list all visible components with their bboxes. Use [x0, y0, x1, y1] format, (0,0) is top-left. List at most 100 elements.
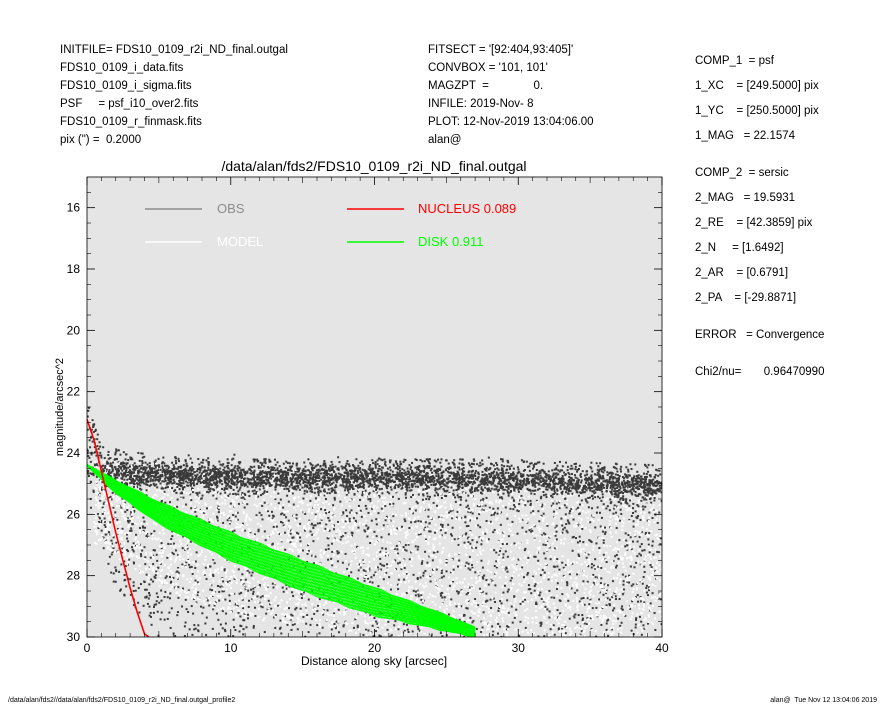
model-point — [581, 604, 584, 607]
obs-point — [205, 634, 208, 637]
model-point — [518, 495, 521, 498]
obs-point — [521, 526, 524, 529]
model-point — [506, 631, 509, 634]
obs-point — [333, 496, 336, 499]
obs-point — [233, 577, 236, 580]
model-point — [98, 525, 101, 528]
obs-point — [424, 538, 427, 541]
obs-point — [114, 566, 117, 569]
model-point — [348, 630, 351, 633]
model-point — [103, 491, 106, 494]
obs-point — [473, 459, 476, 462]
obs-point — [382, 524, 385, 527]
model-point — [407, 542, 410, 545]
model-point — [546, 541, 549, 544]
model-point — [548, 605, 551, 608]
obs-point — [401, 485, 404, 488]
model-point — [294, 588, 297, 591]
model-point — [296, 616, 299, 619]
model-point — [428, 505, 431, 508]
obs-point — [252, 590, 255, 593]
model-point — [655, 571, 658, 574]
obs-point — [263, 501, 266, 504]
model-point — [597, 611, 600, 614]
model-point — [643, 589, 646, 592]
obs-point — [621, 608, 624, 611]
obs-point — [495, 461, 498, 464]
obs-point — [643, 627, 646, 630]
model-point — [476, 580, 479, 583]
obs-point — [331, 463, 334, 466]
obs-point — [605, 589, 608, 592]
obs-point — [110, 539, 113, 542]
model-point — [202, 518, 205, 521]
model-point — [501, 607, 504, 610]
model-point — [571, 540, 574, 543]
obs-point — [574, 486, 577, 489]
obs-point — [123, 560, 126, 563]
obs-point — [194, 560, 197, 563]
obs-point — [242, 628, 245, 631]
model-point — [637, 624, 640, 627]
obs-point — [622, 580, 625, 583]
obs-point — [124, 565, 127, 568]
obs-point — [165, 464, 168, 467]
obs-point — [568, 512, 571, 515]
model-point — [407, 588, 410, 591]
obs-point — [260, 494, 263, 497]
obs-point — [132, 542, 135, 545]
obs-point — [573, 616, 576, 619]
model-point — [238, 534, 241, 537]
obs-point — [124, 501, 127, 504]
obs-point — [369, 500, 372, 503]
obs-point — [135, 533, 138, 536]
model-point — [620, 588, 623, 591]
model-point — [164, 564, 167, 567]
obs-point — [379, 557, 382, 560]
obs-point — [353, 550, 356, 553]
obs-point — [379, 550, 382, 553]
model-point — [600, 621, 603, 624]
obs-point — [209, 588, 212, 591]
obs-point — [169, 592, 172, 595]
obs-point — [163, 490, 166, 493]
model-point — [436, 584, 439, 587]
obs-point — [584, 498, 587, 501]
obs-point — [513, 542, 516, 545]
obs-point — [314, 513, 317, 516]
model-point — [523, 518, 526, 521]
model-point — [388, 516, 391, 519]
model-point — [294, 469, 297, 472]
model-point — [350, 511, 353, 514]
model-point — [116, 463, 119, 466]
obs-point — [526, 500, 529, 503]
obs-point — [127, 540, 130, 543]
model-point — [368, 475, 371, 478]
model-point — [614, 547, 617, 550]
model-point — [333, 508, 336, 511]
obs-point — [506, 570, 509, 573]
model-point — [233, 565, 236, 568]
model-point — [611, 487, 614, 490]
model-point — [110, 460, 113, 463]
model-point — [616, 609, 619, 612]
model-point — [205, 598, 208, 601]
model-point — [185, 512, 188, 515]
model-point — [533, 513, 536, 516]
obs-point — [542, 512, 545, 515]
model-point — [232, 571, 235, 574]
model-point — [115, 498, 118, 501]
obs-point — [132, 506, 135, 509]
model-point — [271, 482, 274, 485]
model-point — [580, 526, 583, 529]
obs-point — [384, 547, 387, 550]
model-point — [559, 532, 562, 535]
model-point — [472, 504, 475, 507]
obs-point — [182, 535, 185, 538]
model-point — [211, 481, 214, 484]
obs-point — [530, 530, 533, 533]
obs-point — [635, 619, 638, 622]
model-point — [403, 563, 406, 566]
model-point — [457, 501, 460, 504]
model-point — [396, 554, 399, 557]
